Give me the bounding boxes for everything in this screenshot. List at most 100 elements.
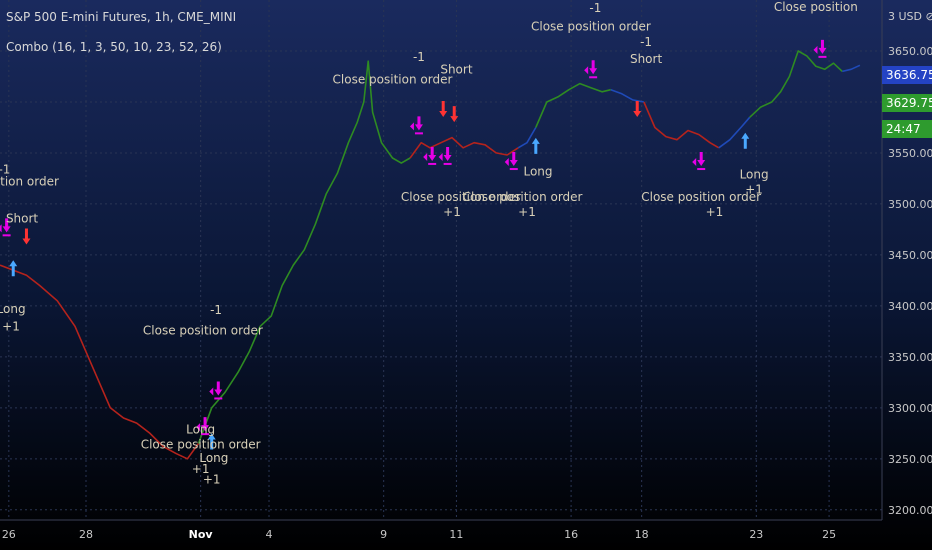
close-arrow-icon [428,146,437,161]
price-series [0,50,861,460]
long-arrow-icon [531,137,540,154]
signal-label: Position order [0,175,59,189]
signal-label: -1 [210,303,222,317]
x-tick-label: 18 [635,528,649,541]
series-segment-down [0,264,200,460]
signal-label: -1 [640,35,652,49]
short-arrow-icon [22,228,31,245]
signal-label: -1 [413,50,425,64]
close-arrow-icon [443,146,452,161]
close-bar-icon [443,162,452,165]
currency-label[interactable]: 3 USD ⊘ [888,10,932,23]
y-tick-label: 3650.00 [888,45,932,58]
signal-label: Short [6,211,38,225]
series-segment-neutral [517,127,537,149]
close-arrow-icon [818,39,827,54]
close-bar-icon [201,433,210,436]
signal-label: -1 [589,1,601,15]
signal-markers [0,39,827,450]
close-bar-icon [509,168,518,171]
close-triangle-icon [196,423,201,432]
close-triangle-icon [423,152,428,161]
close-triangle-icon [584,66,589,75]
x-tick-label: 28 [79,528,93,541]
x-tick-label: 9 [380,528,387,541]
signal-label: +1 [745,183,763,197]
short-arrow-icon [439,101,448,118]
close-bar-icon [589,76,598,79]
signal-label: +1 [706,205,724,219]
series-segment-neutral [718,116,751,149]
signal-label: Long [199,451,228,465]
close-bar-icon [697,168,706,171]
series-segment-neutral [842,64,861,73]
close-bar-icon [428,162,437,165]
signal-label: Close position order [143,323,263,337]
bar-countdown-tag: 24:47 [882,120,932,138]
series-segment-up [197,60,411,444]
x-tick-label: 16 [564,528,578,541]
signal-label: +1 [203,472,221,486]
long-arrow-icon [207,433,216,450]
close-bar-icon [2,234,11,237]
close-arrow-icon [414,116,423,131]
signal-label: Close position order [401,190,521,204]
x-tick-label: 23 [749,528,763,541]
y-tick-label: 3200.00 [888,504,932,517]
x-tick-label: 11 [449,528,463,541]
long-arrow-icon [741,132,750,149]
series-segment-down [643,101,720,149]
close-triangle-icon [504,158,509,167]
signal-label: Long [0,302,26,316]
y-tick-label: 3350.00 [888,351,932,364]
x-tick-label: Nov [189,528,214,541]
signal-label: Short [440,62,472,76]
close-triangle-icon [209,387,214,396]
close-bar-icon [414,132,423,135]
close-triangle-icon [0,224,2,233]
time-axis[interactable]: 26 28 Nov 4 9 11 16 18 23 25 [2,528,836,541]
y-tick-label: 3400.00 [888,300,932,313]
short-arrow-icon [633,101,642,118]
signal-label: Short [630,52,662,66]
signal-label: Close position order [463,190,583,204]
long-arrow-icon [9,260,18,277]
y-tick-label: 3500.00 [888,198,932,211]
series-segment-up [535,82,611,128]
signal-label: Close position order [531,20,651,34]
close-arrow-icon [589,60,598,75]
signal-label: Close position order [141,438,261,452]
signal-label: +1 [518,205,536,219]
signal-label: +1 [2,319,20,333]
signal-label: +1 [192,462,210,476]
series-segment-neutral [610,88,645,103]
x-tick-label: 25 [822,528,836,541]
symbol-title: S&P 500 E-mini Futures, 1h, CME_MINI [6,10,237,24]
close-triangle-icon [692,158,697,167]
close-arrow-icon [2,218,11,233]
close-arrow-icon [201,417,210,432]
y-tick-label: 3550.00 [888,147,932,160]
series-segment-up [749,50,843,118]
signal-label: -1 [0,162,10,176]
close-price-tag: 3629.75 [882,94,932,112]
signal-label: Close position [774,0,858,14]
x-tick-label: 26 [2,528,16,541]
close-bar-icon [818,55,827,58]
x-tick-label: 4 [266,528,273,541]
close-triangle-icon [438,152,443,161]
signal-label: Close position order [333,73,453,87]
indicator-title[interactable]: Combo (16, 1, 3, 50, 10, 23, 52, 26) [6,40,222,54]
signal-label: Close position order [641,190,761,204]
close-arrow-icon [214,381,223,396]
close-triangle-icon [813,45,818,54]
close-arrow-icon [509,152,518,167]
signal-label: Long [523,164,552,178]
last-price-tag: 3636.75 [882,66,932,84]
short-arrow-icon [450,106,459,123]
y-tick-label: 3300.00 [888,402,932,415]
